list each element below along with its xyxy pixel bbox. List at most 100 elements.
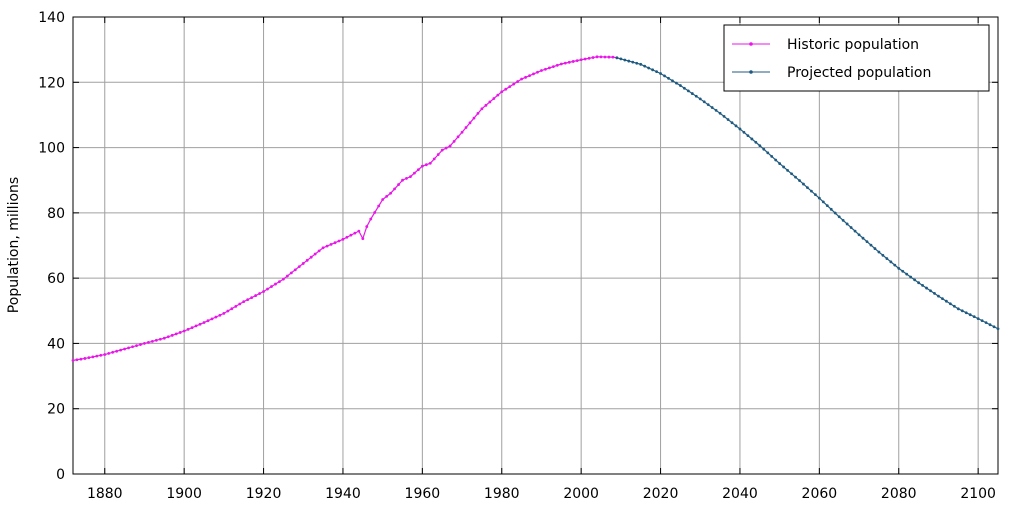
data-point-projected-population xyxy=(786,168,789,172)
data-point-historic-population xyxy=(508,85,512,89)
data-point-projected-population xyxy=(778,162,782,165)
data-point-historic-population xyxy=(607,55,611,59)
data-point-historic-population xyxy=(254,294,258,297)
x-tick-label: 1880 xyxy=(87,486,123,502)
data-point-historic-population xyxy=(289,271,293,275)
data-point-projected-population xyxy=(885,257,889,260)
data-point-projected-population xyxy=(976,317,980,321)
data-point-historic-population xyxy=(309,255,313,259)
data-point-historic-population xyxy=(416,168,420,172)
data-point-historic-population xyxy=(139,343,142,346)
data-point-historic-population xyxy=(436,153,440,156)
data-point-projected-population xyxy=(655,70,658,74)
data-point-historic-population xyxy=(198,322,202,326)
data-point-projected-population xyxy=(671,79,674,83)
data-point-historic-population xyxy=(111,350,115,354)
data-point-projected-population xyxy=(790,172,793,176)
data-point-historic-population xyxy=(75,358,79,362)
data-point-historic-population xyxy=(274,282,277,286)
data-point-projected-population xyxy=(944,299,948,303)
legend-marker-historic xyxy=(749,42,753,46)
data-point-historic-population xyxy=(119,348,123,352)
data-point-historic-population xyxy=(262,290,265,293)
data-point-projected-population xyxy=(941,297,944,301)
data-point-historic-population xyxy=(480,107,484,111)
data-point-projected-population xyxy=(766,151,770,155)
data-point-historic-population xyxy=(595,55,599,59)
data-point-historic-population xyxy=(547,66,551,70)
data-point-projected-population xyxy=(889,260,893,264)
data-point-projected-population xyxy=(726,118,730,121)
data-point-historic-population xyxy=(389,191,392,195)
data-point-projected-population xyxy=(635,61,639,65)
data-point-projected-population xyxy=(849,226,853,229)
y-tick-label: 120 xyxy=(38,75,65,91)
data-point-historic-population xyxy=(127,346,130,350)
plot-frame xyxy=(72,16,999,475)
data-point-projected-population xyxy=(933,292,936,295)
data-point-projected-population xyxy=(897,266,901,270)
data-point-historic-population xyxy=(369,217,373,221)
data-point-projected-population xyxy=(893,263,897,267)
data-point-projected-population xyxy=(925,286,928,290)
data-point-projected-population xyxy=(813,193,817,197)
data-point-historic-population xyxy=(250,296,254,299)
data-point-projected-population xyxy=(829,207,833,211)
data-point-historic-population xyxy=(555,63,559,67)
data-point-projected-population xyxy=(682,86,686,90)
data-point-projected-population xyxy=(742,130,746,134)
data-point-historic-population xyxy=(202,321,206,324)
x-tick-label: 1920 xyxy=(246,486,282,502)
data-point-historic-population xyxy=(460,130,464,134)
data-point-historic-population xyxy=(317,249,321,253)
data-point-historic-population xyxy=(492,97,496,100)
legend-label-historic: Historic population xyxy=(787,37,919,53)
x-tick-label: 2060 xyxy=(802,486,838,502)
data-point-projected-population xyxy=(659,72,662,75)
data-point-historic-population xyxy=(520,77,524,81)
data-point-historic-population xyxy=(397,183,400,186)
data-point-projected-population xyxy=(952,304,956,308)
data-point-historic-population xyxy=(214,315,218,319)
data-point-historic-population xyxy=(349,233,353,237)
x-tick-label: 1940 xyxy=(325,486,361,502)
data-point-historic-population xyxy=(270,285,273,288)
data-point-historic-population xyxy=(238,302,242,306)
data-point-projected-population xyxy=(722,115,726,118)
data-point-historic-population xyxy=(337,239,341,243)
data-point-historic-population xyxy=(246,298,250,302)
data-point-historic-population xyxy=(258,292,261,295)
data-point-historic-population xyxy=(71,359,75,362)
data-point-projected-population xyxy=(631,60,635,64)
data-point-historic-population xyxy=(532,72,535,76)
data-point-historic-population xyxy=(162,336,166,340)
data-point-projected-population xyxy=(929,289,932,293)
data-point-historic-population xyxy=(301,262,305,265)
data-point-projected-population xyxy=(853,229,857,233)
data-point-projected-population xyxy=(758,144,762,148)
data-point-historic-population xyxy=(484,103,488,107)
data-point-projected-population xyxy=(877,250,881,254)
data-point-projected-population xyxy=(845,222,849,226)
data-point-historic-population xyxy=(166,335,170,339)
data-point-historic-population xyxy=(373,211,377,214)
data-point-projected-population xyxy=(770,154,774,158)
data-point-historic-population xyxy=(544,67,547,71)
y-tick-label: 40 xyxy=(47,336,65,352)
data-point-projected-population xyxy=(869,243,873,247)
x-tick-label: 2020 xyxy=(643,486,679,502)
data-point-historic-population xyxy=(452,139,456,143)
data-point-projected-population xyxy=(980,319,984,323)
data-point-historic-population xyxy=(143,342,146,345)
data-point-historic-population xyxy=(222,312,226,315)
data-point-historic-population xyxy=(174,332,178,336)
data-point-historic-population xyxy=(571,60,575,63)
series-layer xyxy=(71,55,1000,362)
data-point-historic-population xyxy=(381,198,385,201)
data-point-projected-population xyxy=(988,323,992,327)
data-point-projected-population xyxy=(619,57,623,61)
data-point-historic-population xyxy=(516,80,520,83)
legend: Historic population Projected population xyxy=(723,24,990,92)
data-point-historic-population xyxy=(266,287,269,291)
